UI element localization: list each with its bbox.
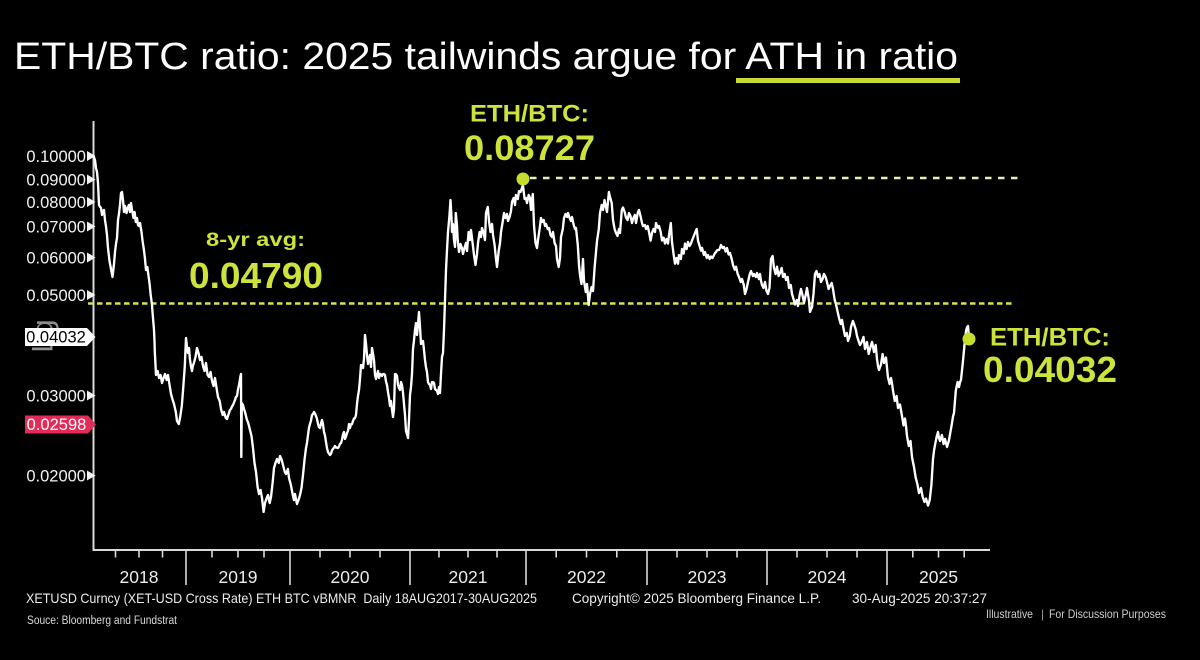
svg-text:0.08727: 0.08727 [464, 129, 595, 168]
svg-text:0.04790: 0.04790 [189, 255, 323, 296]
svg-text:0.10000: 0.10000 [26, 148, 86, 166]
svg-text:0.04032: 0.04032 [983, 349, 1117, 390]
svg-text:ETH/BTC:: ETH/BTC: [990, 324, 1110, 352]
svg-text:0.04032: 0.04032 [26, 329, 86, 347]
svg-text:For Discussion Purposes: For Discussion Purposes [1049, 607, 1166, 621]
svg-text:XETUSD Curncy (XET-USD Cross R: XETUSD Curncy (XET-USD Cross Rate) ETH B… [26, 590, 537, 606]
svg-text:30-Aug-2025 20:37:27: 30-Aug-2025 20:37:27 [852, 590, 987, 606]
svg-text:2023: 2023 [688, 567, 727, 587]
svg-text:2021: 2021 [449, 567, 488, 587]
svg-text:ETH/BTC ratio: 2025 tailwinds: ETH/BTC ratio: 2025 tailwinds argue for … [14, 36, 958, 78]
svg-text:0.02000: 0.02000 [26, 467, 86, 485]
svg-text:0.06000: 0.06000 [26, 249, 86, 267]
svg-text:Illustrative: Illustrative [986, 607, 1033, 621]
svg-text:2018: 2018 [120, 567, 159, 587]
svg-text:2024: 2024 [808, 567, 847, 587]
svg-text:ETH/BTC:: ETH/BTC: [470, 101, 589, 128]
svg-text:8-yr avg:: 8-yr avg: [206, 230, 305, 251]
svg-text:0.03000: 0.03000 [26, 387, 86, 405]
svg-text:0.05000: 0.05000 [26, 287, 86, 305]
svg-text:|: | [1041, 607, 1044, 621]
svg-text:0.08000: 0.08000 [26, 194, 86, 212]
svg-text:Copyright© 2025 Bloomberg Fina: Copyright© 2025 Bloomberg Finance L.P. [572, 590, 821, 606]
svg-text:2025: 2025 [919, 567, 958, 587]
svg-text:0.07000: 0.07000 [26, 218, 86, 236]
svg-text:Souce: Bloomberg and Fundstrat: Souce: Bloomberg and Fundstrat [27, 615, 178, 627]
svg-text:2022: 2022 [567, 567, 606, 587]
svg-text:2019: 2019 [219, 567, 258, 587]
svg-text:2020: 2020 [331, 567, 370, 587]
svg-text:0.09000: 0.09000 [26, 171, 86, 189]
svg-text:0.02598: 0.02598 [27, 416, 87, 434]
